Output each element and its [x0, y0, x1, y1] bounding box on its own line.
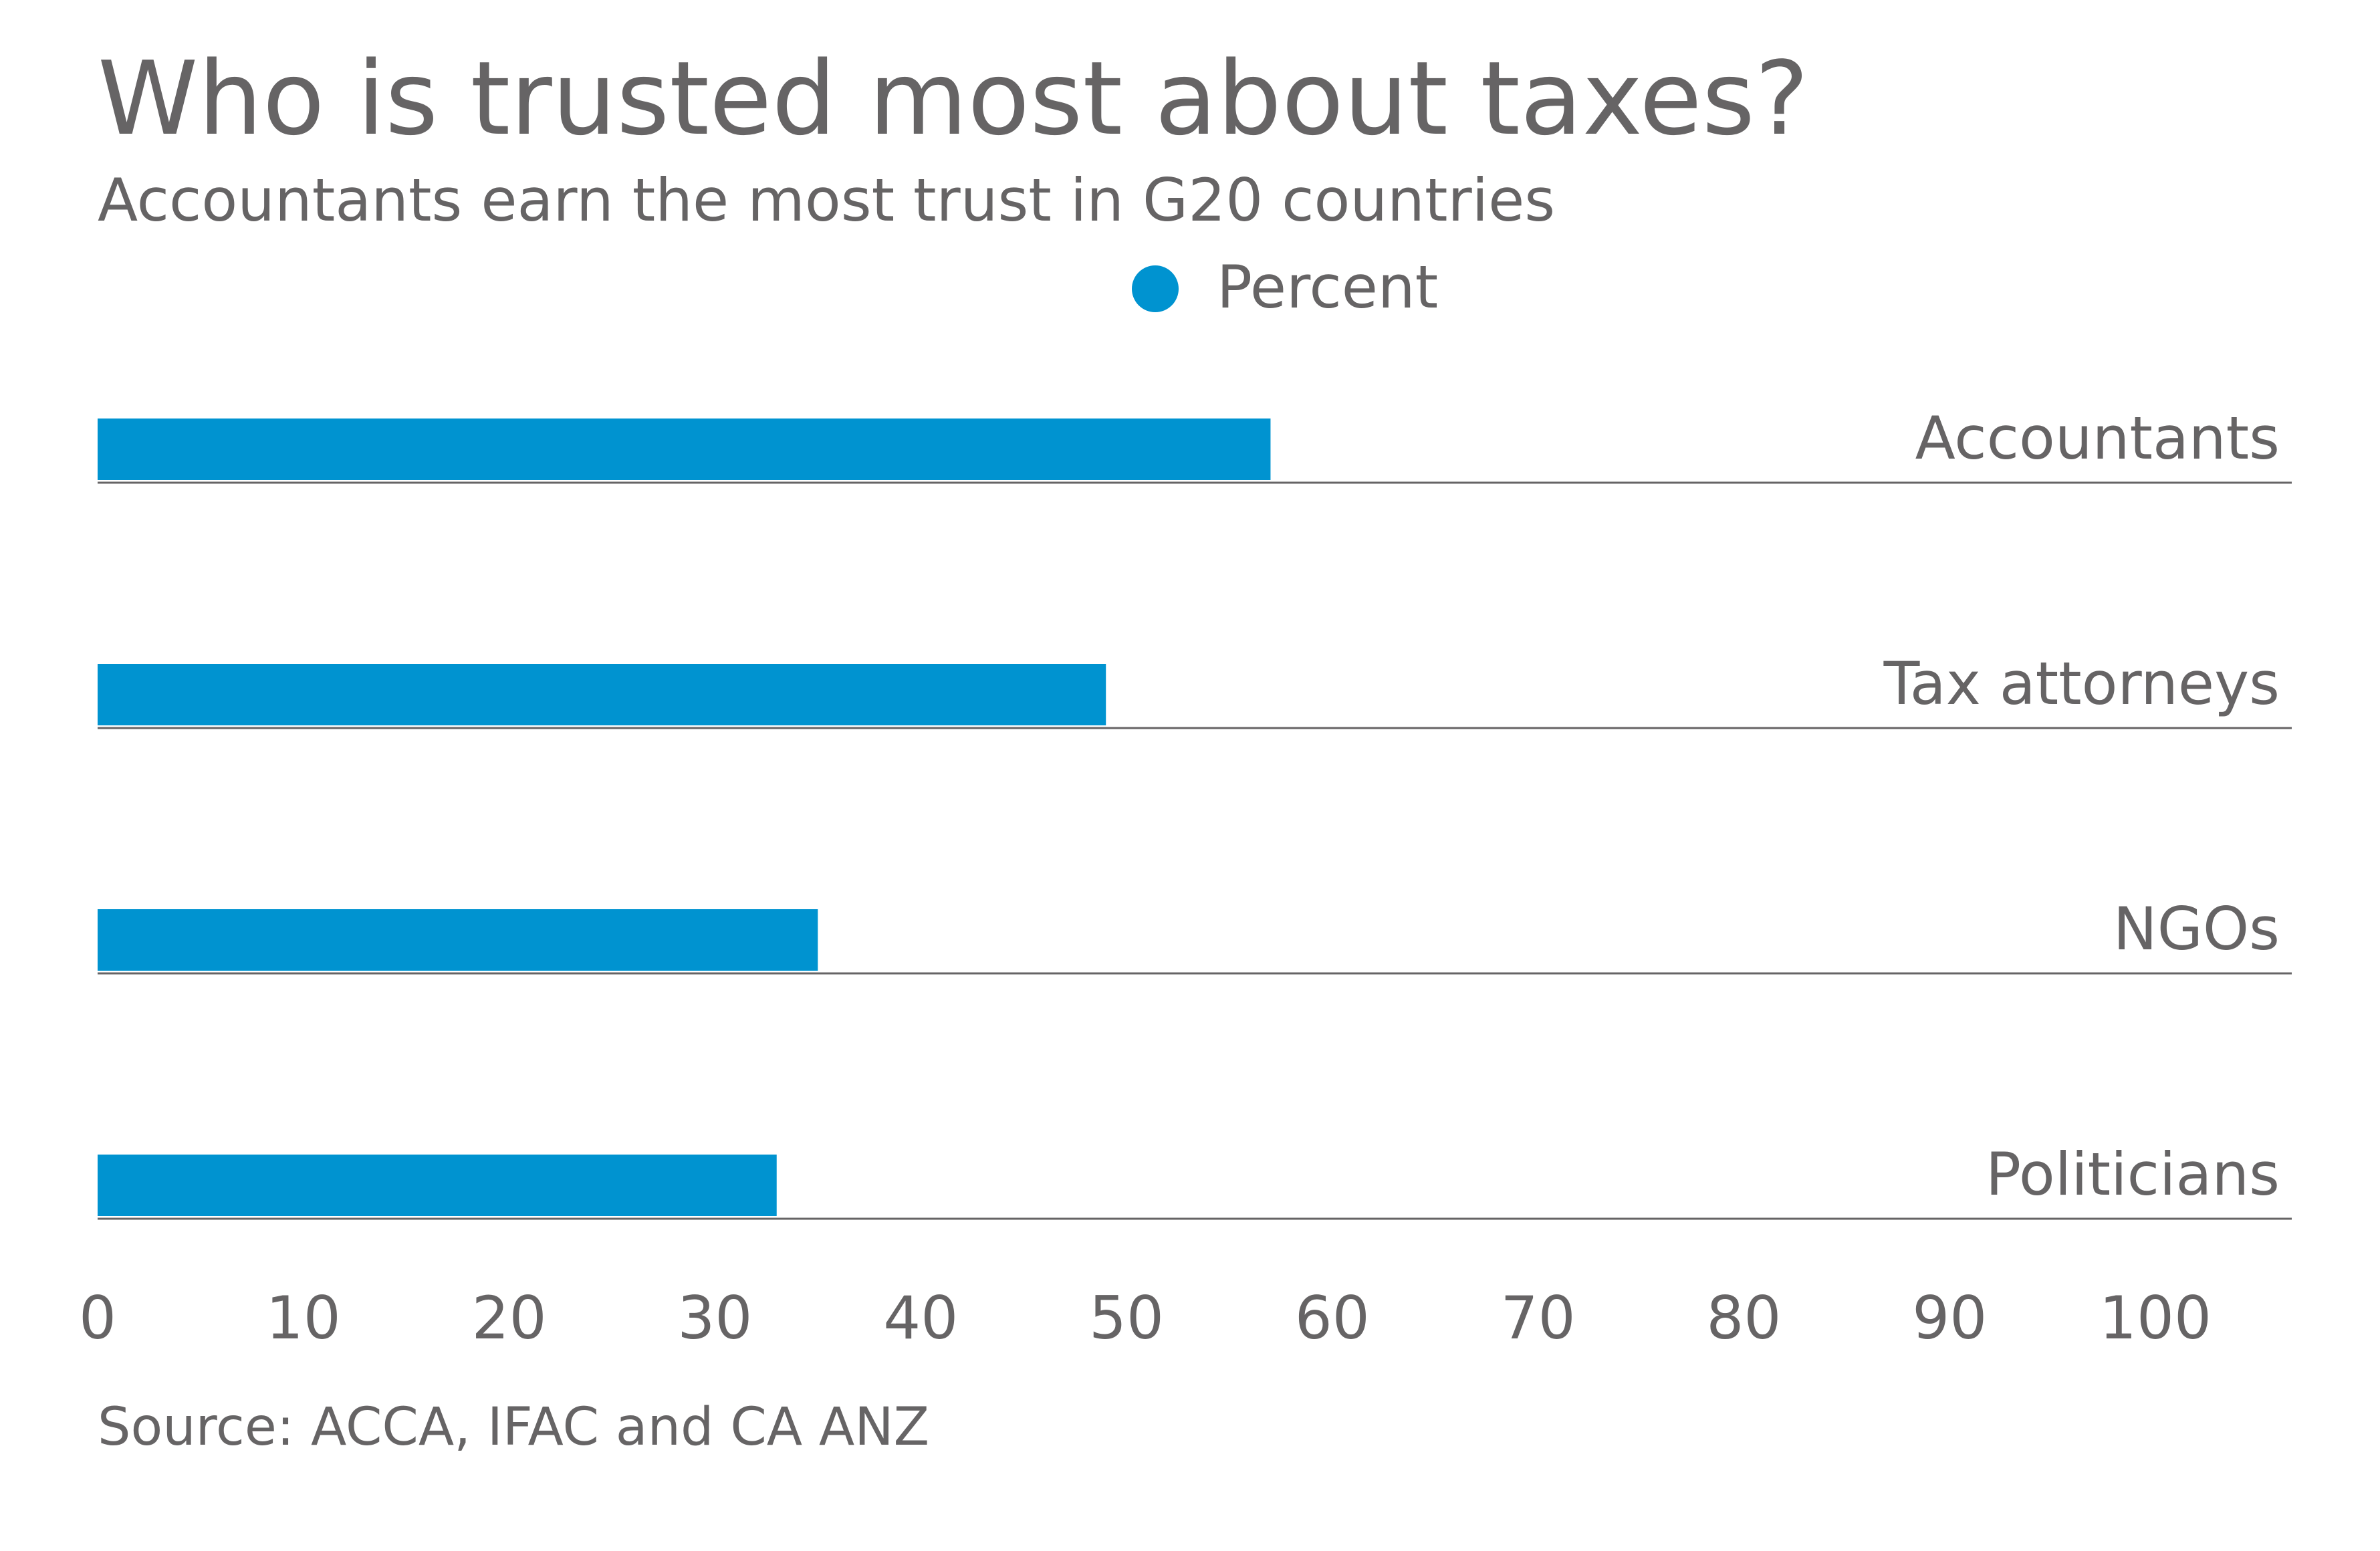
bar-accountants: [98, 419, 1271, 480]
category-label: Politicians: [1986, 1140, 2280, 1209]
bar-rows: Accountants Tax attorneys NGOs Politicians: [98, 404, 2292, 1220]
category-label: Tax attorneys: [1883, 649, 2280, 718]
category-label: NGOs: [2113, 894, 2280, 963]
x-axis-ticks: 0 10 20 30 40 50 60 70 80 90 100: [79, 1284, 2212, 1352]
x-tick-label: 0: [79, 1284, 116, 1352]
x-tick-label: 80: [1706, 1284, 1781, 1352]
x-tick-label: 10: [266, 1284, 341, 1352]
x-tick-label: 30: [677, 1284, 752, 1352]
x-tick-label: 100: [2099, 1284, 2212, 1352]
bar-ngos: [98, 909, 818, 971]
bar-tax-attorneys: [98, 664, 1106, 725]
x-tick-label: 60: [1295, 1284, 1370, 1352]
x-tick-label: 70: [1501, 1284, 1576, 1352]
x-tick-label: 40: [883, 1284, 958, 1352]
bar-politicians: [98, 1155, 777, 1216]
source-note: Source: ACCA, IFAC and CA ANZ: [98, 1397, 930, 1457]
legend-label: Percent: [1217, 253, 1438, 322]
category-label: Accountants: [1915, 404, 2280, 473]
x-tick-label: 90: [1912, 1284, 1987, 1352]
legend-swatch: [1132, 265, 1179, 312]
x-tick-label: 50: [1089, 1284, 1164, 1352]
chart-title: Who is trusted most about taxes?: [98, 39, 1809, 158]
legend: Percent: [1132, 253, 1438, 322]
x-tick-label: 20: [472, 1284, 547, 1352]
chart-subtitle: Accountants earn the most trust in G20 c…: [98, 166, 1556, 235]
